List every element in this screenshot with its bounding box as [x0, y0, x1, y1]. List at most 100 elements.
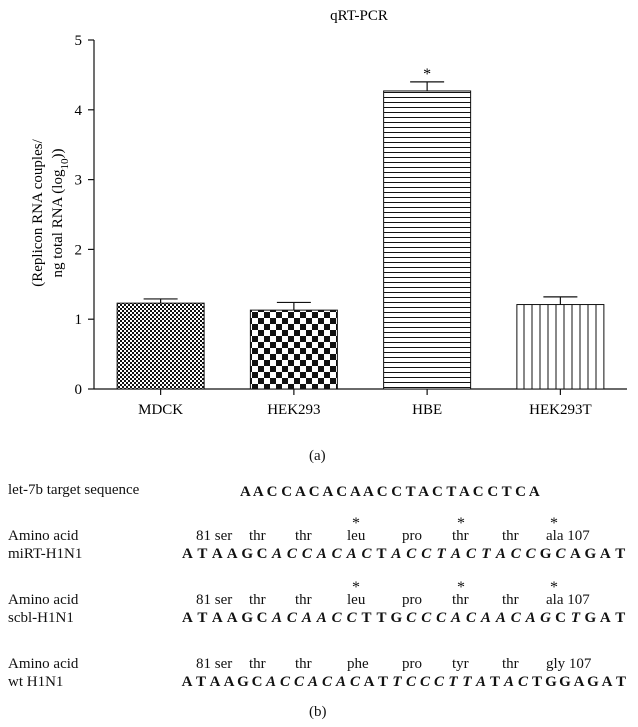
nucleotide: A: [346, 546, 357, 562]
nucleotide: T: [376, 546, 387, 562]
nucleotide: C: [421, 546, 432, 562]
nucleotide: G: [237, 674, 249, 690]
nucleotide: G: [390, 610, 403, 626]
y-axis-label: (Replicon RNA couples/ ng total RNA (log…: [30, 138, 71, 286]
construct-name: scbl-H1N1: [8, 610, 74, 626]
mutation-star: *: [457, 579, 465, 596]
amino-acid-residue: thr: [295, 528, 312, 544]
nucleotide: A: [335, 674, 346, 690]
nucleotide: C: [555, 610, 566, 626]
mutation-star: *: [352, 515, 360, 532]
amino-acid-residue: tyr: [452, 656, 469, 672]
y-axis-label-line1: (Replicon RNA couples/: [30, 138, 46, 286]
significance-star: *: [423, 66, 431, 83]
nucleotide: A: [391, 546, 402, 562]
nucleotide: C: [421, 610, 432, 626]
nucleotide: C: [555, 546, 566, 562]
amino-acid-residue: thr: [452, 528, 469, 544]
construct-name: miRT-H1N1: [8, 546, 83, 562]
bar-hbe: [383, 90, 472, 390]
nucleotide: A: [363, 674, 375, 690]
nucleotide: C: [405, 674, 416, 690]
nucleotide: A: [451, 546, 462, 562]
amino-acid-residue: thr: [502, 592, 519, 608]
amino-acid-residue: thr: [295, 656, 312, 672]
amino-acid-residue: ala 107: [546, 592, 590, 608]
nucleotide: C: [419, 674, 430, 690]
nucleotide: C: [406, 610, 417, 626]
nucleotide: G: [584, 546, 597, 562]
nucleotide: C: [331, 610, 342, 626]
nucleotide: T: [195, 674, 206, 690]
amino-acid-residue: ala 107: [546, 528, 590, 544]
amino-acid-residue: thr: [295, 592, 312, 608]
y-tick-label: 2: [75, 242, 83, 258]
nucleotide: C: [510, 610, 521, 626]
nucleotide: T: [489, 674, 500, 690]
nucleotide: T: [481, 546, 491, 562]
nucleotide: C: [321, 674, 332, 690]
nucleotide: C: [406, 546, 417, 562]
amino-acid-residue: thr: [502, 656, 519, 672]
nucleotide: A: [271, 610, 282, 626]
amino-acid-residue: phe: [347, 656, 369, 672]
nucleotide: G: [559, 674, 571, 690]
nucleotide: C: [517, 674, 528, 690]
amino-acid-residue: 81 ser: [196, 592, 233, 608]
nucleotide: T: [531, 674, 542, 690]
nucleotide: T: [197, 546, 208, 562]
amino-acid-residue: gly 107: [546, 656, 592, 672]
amino-acid-residue: leu: [347, 592, 366, 608]
chart-title: qRT-PCR: [330, 8, 388, 24]
amino-acid-residue: thr: [452, 592, 469, 608]
amino-acid-residue: pro: [402, 528, 422, 544]
y-axis-label-line2: ng total RNA (log10)): [50, 149, 71, 278]
nucleotide: A: [316, 546, 327, 562]
panel-b-caption: (b): [309, 704, 327, 720]
nucleotide: G: [540, 610, 551, 626]
amino-acid-label: Amino acid: [8, 656, 79, 672]
nucleotide: A: [271, 546, 282, 562]
nucleotide: A: [495, 610, 506, 626]
nucleotide: C: [525, 546, 536, 562]
nucleotide: C: [286, 546, 297, 562]
amino-acid-residue: 81 ser: [196, 528, 233, 544]
amino-acid-residue: thr: [249, 656, 266, 672]
bar-chart: qRT-PCR (Replicon RNA couples/ ng total …: [30, 8, 627, 418]
nucleotide: G: [587, 674, 599, 690]
plot-area: 0 1 2 3 4 5 MDCK HEK293 HBE * HEK293T: [75, 33, 627, 418]
nucleotide: A: [301, 610, 312, 626]
y-tick-label: 5: [75, 33, 83, 49]
x-tick-label-hek293: HEK293: [267, 402, 320, 418]
nucleotide: A: [525, 610, 536, 626]
mutation-star: *: [457, 515, 465, 532]
nucleotide: A: [211, 610, 223, 626]
nucleotide: G: [241, 610, 253, 626]
nucleotide: A: [495, 546, 506, 562]
nucleotide: C: [436, 610, 447, 626]
bar-hek293t: [516, 304, 605, 390]
panel-a-caption: (a): [309, 448, 326, 464]
let7b-sequence: A A C C A C A C A A C C T A C T A C C T …: [240, 484, 540, 500]
mutation-star: *: [550, 515, 558, 532]
nucleotide: G: [545, 674, 557, 690]
nucleotide: C: [286, 610, 297, 626]
amino-acid-residue: leu: [347, 528, 366, 544]
y-tick-label: 1: [75, 312, 83, 328]
x-tick-label-hek293t: HEK293T: [529, 402, 592, 418]
amino-acid-label: Amino acid: [8, 528, 79, 544]
nucleotide: G: [241, 546, 253, 562]
bar-hek293: [249, 309, 338, 390]
nucleotide: T: [392, 674, 402, 690]
nucleotide: A: [226, 546, 238, 562]
y-tick-label: 4: [75, 103, 83, 119]
nucleotide: C: [301, 546, 312, 562]
nucleotide: A: [601, 674, 613, 690]
nucleotide: A: [182, 610, 193, 626]
nucleotide: T: [436, 546, 446, 562]
nucleotide: C: [349, 674, 360, 690]
bar-mdck: [116, 302, 205, 390]
nucleotide: T: [615, 674, 626, 690]
